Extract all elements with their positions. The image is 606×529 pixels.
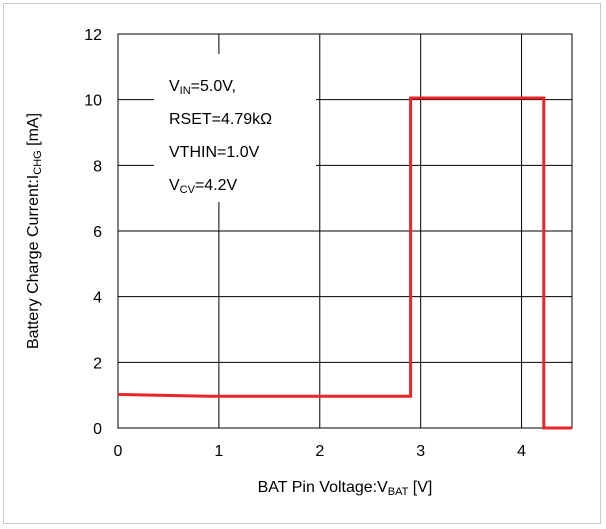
annotation-line: VIN=5.0V,	[169, 78, 236, 97]
x-axis-label-sub: BAT	[388, 486, 409, 498]
annotations: VIN=5.0V, RSET=4.79kΩ VTHIN=1.0V VCV=4.2V	[154, 54, 316, 202]
x-axis-label-main: BAT Pin Voltage:V	[258, 479, 388, 496]
x-tick-label: 2	[315, 443, 324, 460]
y-tick-label: 4	[93, 290, 102, 307]
y-axis-label-main: Battery Charge Current:I	[25, 175, 42, 349]
plot-border	[117, 33, 573, 429]
y-tick-label: 10	[84, 93, 102, 110]
y-axis-label-tail: [mA]	[25, 113, 42, 150]
annotation-line: RSET=4.79kΩ	[169, 111, 272, 128]
x-tick-label: 3	[416, 443, 425, 460]
y-axis-label-sub: CHG	[32, 150, 44, 174]
x-tick-label: 4	[517, 443, 526, 460]
y-tick-label: 2	[93, 355, 102, 372]
y-tick-label: 0	[93, 421, 102, 438]
series-line	[117, 96, 572, 430]
x-tick-label: 1	[214, 443, 223, 460]
y-axis-label: Battery Charge Current:ICHG [mA]	[25, 113, 44, 349]
x-axis-label-tail: [V]	[408, 479, 432, 496]
annotation-box	[154, 54, 316, 202]
annotation-line: VTHIN=1.0V	[169, 144, 260, 161]
series-layer	[117, 96, 572, 430]
y-tick-labels: 0 2 4 6 8 10 12	[84, 27, 102, 438]
y-tick-label: 6	[93, 224, 102, 241]
annotation-line: VCV=4.2V	[169, 177, 238, 196]
x-axis-label: BAT Pin Voltage:VBAT [V]	[258, 479, 433, 498]
x-tick-label: 0	[114, 443, 123, 460]
y-tick-label: 8	[93, 158, 102, 175]
y-tick-label: 12	[84, 27, 102, 44]
x-tick-labels: 0 1 2 3 4	[114, 443, 527, 460]
